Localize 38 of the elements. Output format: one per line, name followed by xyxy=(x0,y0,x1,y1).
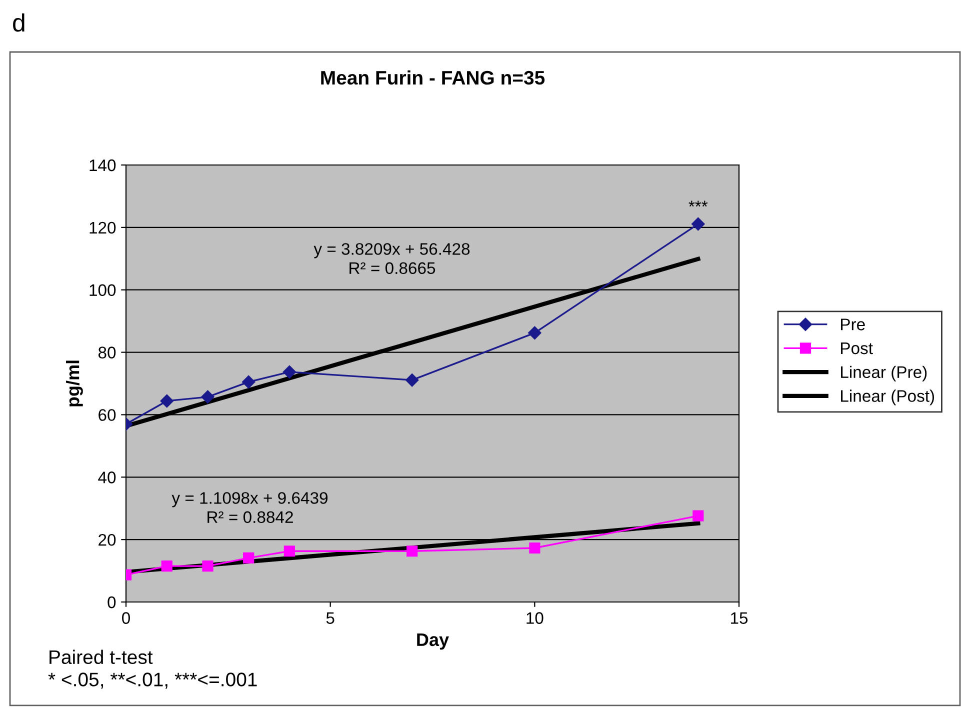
y-tick-label: 100 xyxy=(90,284,116,296)
y-tick-label: 20 xyxy=(98,534,116,546)
legend-label: Linear (Pre) xyxy=(841,366,927,382)
y-tick-label: 40 xyxy=(98,472,116,484)
y-tick-label: 80 xyxy=(98,346,116,358)
chart-title: Mean Furin - FANG n=35 xyxy=(321,70,545,85)
x-axis-title: Day xyxy=(417,633,449,650)
legend-label: Post xyxy=(841,342,873,354)
point xyxy=(243,552,254,564)
point xyxy=(160,394,174,408)
y-tick-label: 120 xyxy=(90,222,116,234)
point xyxy=(528,326,542,340)
point xyxy=(692,510,704,522)
point xyxy=(405,373,419,387)
legend-label: Pre xyxy=(841,318,865,330)
y-tick-label: 140 xyxy=(90,159,116,172)
y-tick-label: 0 xyxy=(108,596,116,608)
annotation: *** xyxy=(688,200,708,207)
text: Paired t-test * <.05, **<.01, ***<=.001 xyxy=(48,650,257,689)
point xyxy=(282,365,296,379)
point xyxy=(406,546,418,557)
y-axis-title: pg/ml xyxy=(66,360,83,406)
point xyxy=(202,560,214,572)
x-tick-label: 10 xyxy=(526,612,544,624)
x-tick-label: 0 xyxy=(122,612,130,624)
text: d xyxy=(13,13,24,32)
legend-label: Linear (Post) xyxy=(841,390,934,406)
point xyxy=(161,560,172,572)
point xyxy=(201,390,214,404)
y-tick-label: 60 xyxy=(98,409,116,421)
point xyxy=(242,375,256,389)
point xyxy=(692,217,705,231)
x-tick-label: 15 xyxy=(731,612,748,624)
point xyxy=(284,546,296,557)
annotation: y = 3.8209x + 56.428 R² = 0.8665 xyxy=(314,243,470,274)
annotation: y = 1.1098x + 9.6439 R² = 0.8842 xyxy=(172,492,328,524)
point xyxy=(529,542,540,554)
x-tick-label: 5 xyxy=(326,612,334,624)
